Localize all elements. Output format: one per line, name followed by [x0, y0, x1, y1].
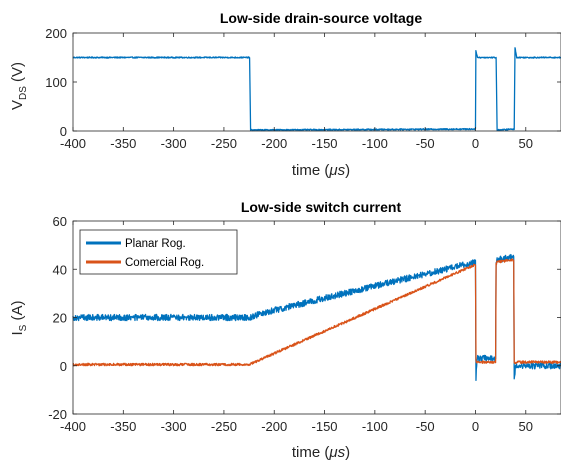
y-tick-label: 60	[53, 214, 67, 229]
y-tick-label: 40	[53, 262, 67, 277]
series-line-1	[72, 258, 561, 367]
legend-box	[79, 229, 238, 275]
legend-label-planar: Planar Rog.	[125, 238, 186, 250]
chart-title: Low-side switch current	[241, 199, 402, 215]
tick-layer: -400 -350 -300 -250 -200 -150 -100 -50 0 50 0 100 20…	[45, 26, 561, 151]
x-tick-label: -150	[312, 136, 338, 151]
current-chart: Low-side switch current -400 -350 -300 -250…	[9, 199, 561, 461]
tick-layer: -400 -350 -300 -250 -200 -150 -100 -50 0 50-20020…	[48, 214, 561, 434]
legend: Planar Rog. Comercial Rog.	[79, 229, 238, 275]
y-tick-label: 0	[60, 359, 67, 374]
plot-frame	[72, 220, 561, 415]
x-tick-label: -100	[362, 136, 388, 151]
y-tick-label: 200	[45, 26, 67, 41]
x-tick-label: -400	[60, 419, 86, 434]
x-tick-label: -100	[362, 419, 388, 434]
chart-title: Low-side drain-source voltage	[220, 10, 422, 26]
x-tick-label: -250	[211, 136, 237, 151]
x-tick-label: -150	[312, 419, 338, 434]
x-tick-label: -50	[416, 136, 435, 151]
y-axis-label: VDS (V)	[9, 62, 29, 110]
x-axis-label: time (μs)	[292, 444, 350, 461]
y-tick-label: 20	[53, 311, 67, 326]
plot-area	[73, 33, 561, 131]
y-tick-label: 100	[45, 75, 67, 90]
x-tick-label: -300	[161, 419, 187, 434]
x-tick-label: -50	[416, 419, 435, 434]
x-tick-label: -400	[60, 136, 86, 151]
x-tick-label: -350	[110, 136, 136, 151]
y-axis-label: IS (A)	[9, 300, 29, 335]
y-tick-label: -20	[48, 407, 67, 422]
series-layer	[72, 47, 561, 132]
legend-label-comercial: Comercial Rog.	[125, 257, 204, 269]
x-tick-label: 50	[519, 419, 533, 434]
series-line-0	[72, 47, 561, 132]
x-tick-label: -350	[110, 419, 136, 434]
series-layer	[72, 253, 561, 382]
x-tick-label: 0	[472, 136, 479, 151]
voltage-chart: Low-side drain-source voltage -400 -350 -3…	[9, 10, 561, 179]
series-line-0	[72, 253, 561, 382]
plot-frame	[72, 32, 561, 132]
x-tick-label: 0	[472, 419, 479, 434]
x-tick-label: -300	[161, 136, 187, 151]
x-tick-label: -250	[211, 419, 237, 434]
x-tick-label: -200	[261, 419, 287, 434]
y-tick-label: 0	[60, 124, 67, 139]
x-tick-label: 50	[519, 136, 533, 151]
x-axis-label: time (μs)	[292, 162, 350, 179]
x-tick-label: -200	[261, 136, 287, 151]
